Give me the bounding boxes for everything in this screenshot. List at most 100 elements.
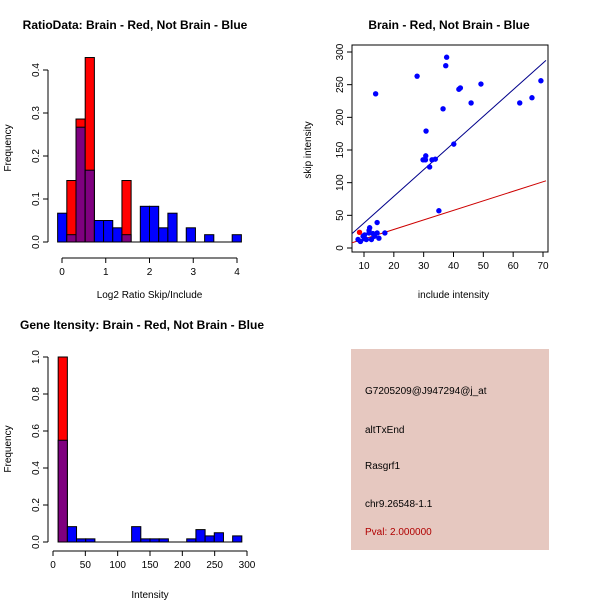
x-tick-label: 40 xyxy=(448,261,460,272)
data-point xyxy=(538,78,544,84)
histogram-bar xyxy=(195,529,206,543)
x-tick-label: 3 xyxy=(190,267,196,278)
y-tick-label: 150 xyxy=(335,141,346,158)
y-axis-label: Frequency xyxy=(3,124,14,171)
x-axis-label: Intensity xyxy=(131,590,168,600)
histogram-bar xyxy=(112,227,123,243)
x-tick-label: 60 xyxy=(508,261,520,272)
event-type: altTxEnd xyxy=(365,425,405,436)
histogram-bar xyxy=(66,526,78,543)
data-point xyxy=(423,153,429,159)
data-point xyxy=(361,232,368,238)
y-tick-label: 0 xyxy=(335,245,346,251)
data-point xyxy=(382,230,388,236)
data-point xyxy=(443,54,450,60)
histogram-bar xyxy=(232,535,243,543)
x-tick-label: 250 xyxy=(206,560,223,571)
y-tick-label: 0.2 xyxy=(31,498,42,512)
histogram-bar xyxy=(131,526,142,543)
data-point xyxy=(440,106,446,112)
x-tick-label: 0 xyxy=(50,560,56,571)
y-tick-label: 0.0 xyxy=(31,535,42,549)
gene-name: Rasgrf1 xyxy=(365,461,401,472)
histogram-bar xyxy=(93,220,105,243)
fit-line xyxy=(352,180,547,244)
x-tick-label: 50 xyxy=(80,560,92,571)
x-tick-label: 2 xyxy=(147,267,153,278)
y-axis-label: skip intensity xyxy=(303,121,314,178)
y-tick-label: 0.6 xyxy=(31,424,42,438)
x-tick-label: 300 xyxy=(239,560,256,571)
data-point xyxy=(457,85,464,91)
data-point xyxy=(371,233,378,239)
x-tick-label: 20 xyxy=(388,261,400,272)
histogram-bar xyxy=(66,180,77,243)
chart-title: Brain - Red, Not Brain - Blue xyxy=(368,18,530,32)
gene-info-panel: G7205209@J947294@j_at altTxEnd Rasgrf1 c… xyxy=(351,349,549,550)
y-tick-label: 300 xyxy=(335,43,346,60)
histogram-bar xyxy=(139,205,150,243)
y-tick-label: 0.3 xyxy=(31,106,42,120)
data-point xyxy=(361,236,368,242)
x-axis-label: Log2 Ratio Skip/Include xyxy=(97,290,203,301)
data-point xyxy=(443,63,449,69)
data-point xyxy=(366,227,372,234)
histogram-bar xyxy=(167,212,178,243)
x-tick-label: 4 xyxy=(234,267,240,278)
y-tick-label: 200 xyxy=(335,109,346,126)
data-point xyxy=(517,100,523,106)
y-tick-label: 1.0 xyxy=(31,350,42,364)
y-tick-label: 0.8 xyxy=(31,387,42,401)
x-tick-label: 70 xyxy=(537,261,549,272)
data-point xyxy=(478,81,484,87)
data-point xyxy=(436,208,442,214)
histogram-bar xyxy=(149,205,160,243)
x-tick-label: 30 xyxy=(418,261,430,272)
data-point xyxy=(357,238,364,245)
x-tick-label: 1 xyxy=(103,267,109,278)
data-point xyxy=(468,100,474,106)
y-tick-label: 250 xyxy=(335,76,346,93)
probe-id: G7205209@J947294@j_at xyxy=(365,386,487,397)
x-tick-label: 100 xyxy=(109,560,126,571)
histogram-bar xyxy=(231,234,242,243)
data-point xyxy=(356,229,363,236)
histogram-bar xyxy=(204,234,215,243)
data-point xyxy=(451,141,457,147)
data-point xyxy=(372,91,379,97)
y-tick-label: 100 xyxy=(335,174,346,191)
data-point xyxy=(376,235,382,241)
x-tick-label: 10 xyxy=(358,261,370,272)
x-axis-label: include intensity xyxy=(418,290,489,301)
chart-title: RatioData: Brain - Red, Not Brain - Blue xyxy=(23,18,248,32)
chart-title: Gene Itensity: Brain - Red, Not Brain - … xyxy=(20,318,264,332)
histogram-bar xyxy=(121,180,132,243)
histogram-bar-overlap xyxy=(121,234,132,243)
data-point xyxy=(423,128,429,134)
y-tick-label: 0.1 xyxy=(31,192,42,206)
data-point xyxy=(422,157,429,163)
histogram-bar-overlap xyxy=(84,169,95,243)
y-axis-label: Frequency xyxy=(3,425,14,472)
histogram-bar xyxy=(213,532,224,543)
histogram-bar xyxy=(103,220,114,243)
location: chr9.26548-1.1 xyxy=(365,499,433,510)
x-tick-label: 50 xyxy=(478,261,490,272)
y-tick-label: 0.0 xyxy=(31,235,42,249)
histogram-bar xyxy=(57,212,68,243)
histogram-bar xyxy=(185,227,196,243)
plot-box xyxy=(351,44,549,253)
data-point xyxy=(374,219,380,226)
data-point xyxy=(426,164,433,170)
histogram-bar xyxy=(158,227,169,243)
x-tick-label: 150 xyxy=(142,560,159,571)
pval: Pval: 2.000000 xyxy=(365,527,432,538)
data-point xyxy=(432,156,439,162)
y-tick-label: 0.4 xyxy=(31,63,42,77)
histogram-bar-overlap xyxy=(75,126,86,243)
histogram-bar-overlap xyxy=(57,439,68,543)
data-point xyxy=(414,73,420,79)
histogram-bar-overlap xyxy=(66,234,77,243)
y-tick-label: 50 xyxy=(335,209,346,221)
